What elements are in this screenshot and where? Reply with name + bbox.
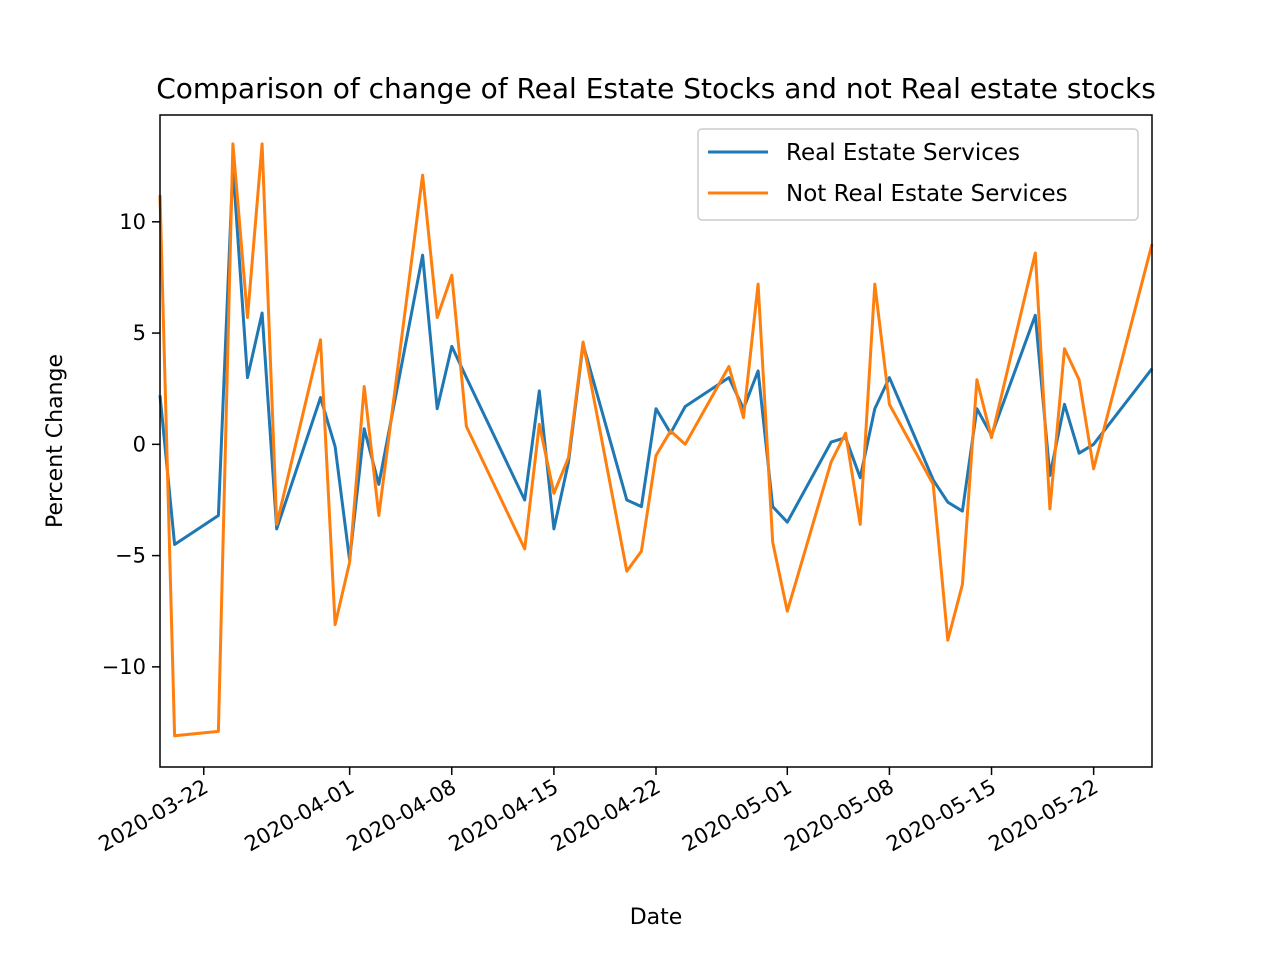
series-line-real-estate [158, 164, 1154, 562]
legend-box [697, 128, 1139, 221]
series-layer [158, 142, 1154, 738]
series-line-not-real-estate [158, 142, 1154, 738]
legend: Real Estate Services Not Real Estate Ser… [697, 128, 1139, 221]
y-tick-label: −5 [115, 544, 146, 568]
y-tick-label: −10 [102, 655, 146, 679]
chart-title: Comparison of change of Real Estate Stoc… [156, 72, 1156, 105]
y-tick-label: 5 [133, 321, 146, 345]
y-axis-label: Percent Change [43, 354, 68, 528]
y-tick-label: 10 [119, 210, 146, 234]
y-tick-label: 0 [133, 432, 146, 456]
x-axis-label: Date [630, 905, 683, 930]
legend-label-real-estate: Real Estate Services [786, 140, 1020, 166]
legend-label-not-real-estate: Not Real Estate Services [786, 181, 1068, 207]
y-axis: −10 −5 0 5 10 [102, 210, 160, 679]
